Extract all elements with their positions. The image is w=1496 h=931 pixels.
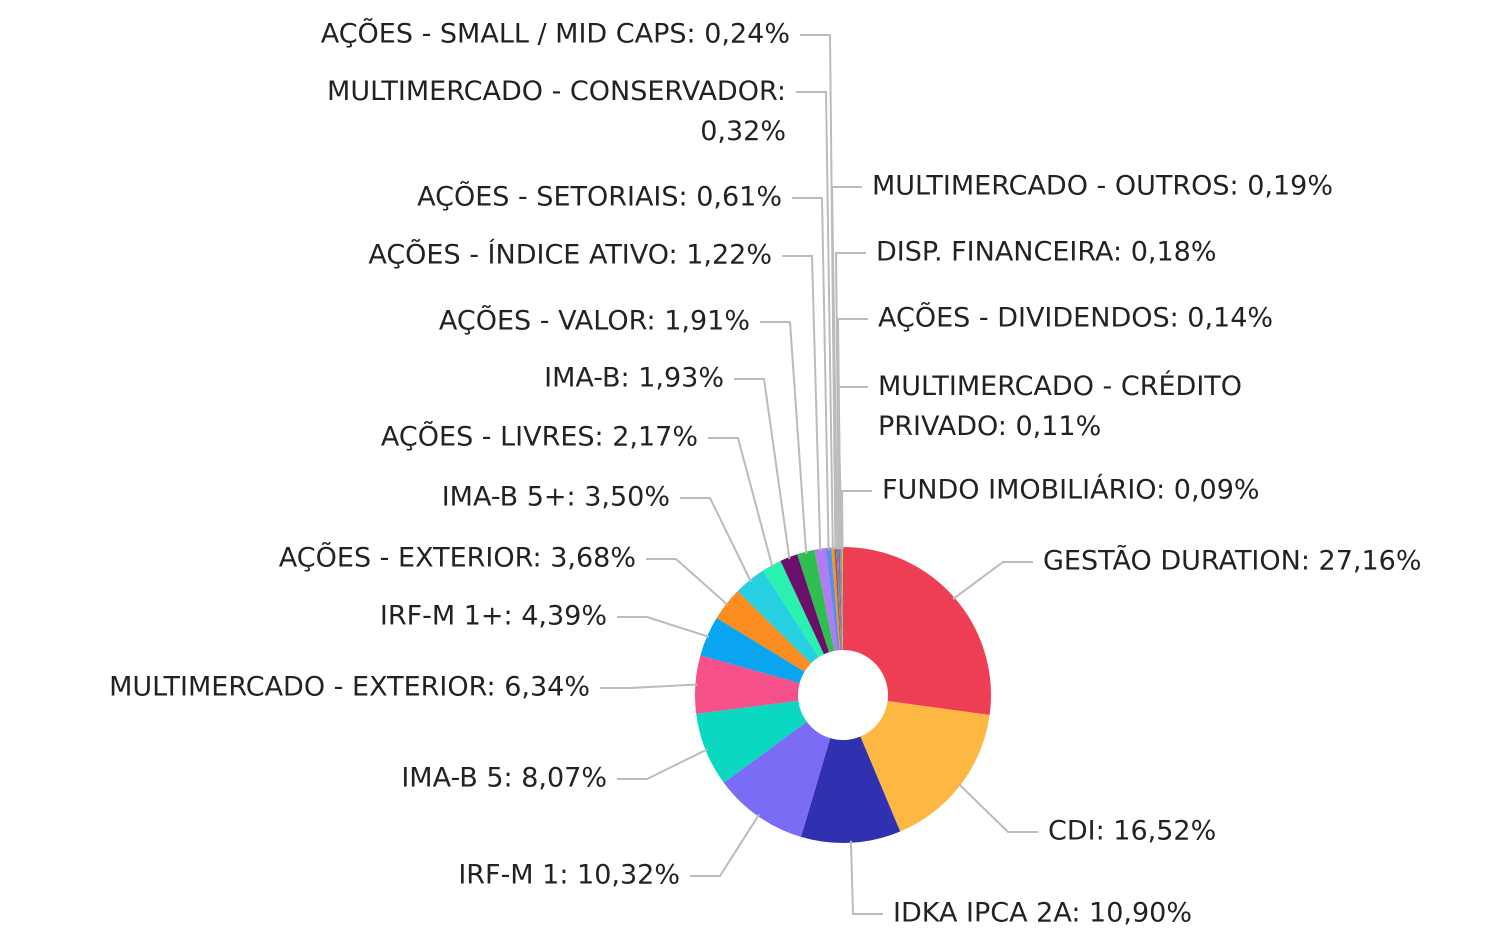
slice — [780, 554, 830, 655]
data-label: IRF-M 1+: 4,39% — [380, 601, 607, 632]
slice — [695, 655, 800, 714]
data-label: MULTIMERCADO - OUTROS: 0,19% — [872, 171, 1333, 202]
data-label: IMA-B: 1,93% — [544, 363, 724, 394]
leader-line — [782, 255, 822, 551]
leader-line — [849, 840, 883, 915]
slice — [841, 547, 843, 651]
slice — [839, 547, 843, 651]
slice — [836, 547, 842, 651]
leader-line — [646, 558, 729, 606]
leader-line — [600, 683, 698, 689]
leader-line — [836, 386, 868, 550]
leader-line — [952, 561, 1033, 600]
leader-line — [834, 252, 866, 550]
slice — [696, 700, 807, 783]
slice — [737, 570, 819, 664]
data-label: IRF-M 1: 10,32% — [458, 860, 680, 891]
slice — [716, 591, 811, 672]
leader-line — [690, 813, 760, 877]
slice — [797, 549, 835, 653]
label-line: MULTIMERCADO - CONSERVADOR: — [327, 76, 786, 107]
data-label: IMA-B 5: 8,07% — [401, 763, 607, 794]
data-label: AÇÕES - SETORIAIS: 0,61% — [417, 181, 782, 213]
leader-line — [830, 186, 862, 550]
data-label: AÇÕES - DIVIDENDOS: 0,14% — [878, 302, 1273, 334]
slice — [762, 560, 824, 658]
leader-line — [734, 378, 791, 560]
leader-line — [708, 437, 774, 568]
slice — [723, 721, 831, 837]
data-label: AÇÕES - LIVRES: 2,17% — [381, 421, 698, 453]
slice — [700, 618, 805, 683]
label-line: 0,32% — [700, 116, 786, 147]
slice — [814, 548, 838, 651]
leader-line — [617, 748, 708, 780]
data-label: CDI: 16,52% — [1048, 816, 1216, 847]
leader-line — [792, 197, 830, 550]
slice — [838, 547, 843, 651]
data-label: GESTÃO DURATION: 27,16% — [1043, 545, 1421, 577]
leader-line — [617, 616, 710, 638]
leader-line — [760, 321, 808, 554]
slice — [843, 547, 991, 716]
data-label: AÇÕES - SMALL / MID CAPS: 0,24% — [321, 18, 790, 50]
leader-line — [680, 497, 752, 583]
slice — [860, 701, 990, 832]
data-label: AÇÕES - VALOR: 1,91% — [439, 305, 750, 337]
slice — [834, 547, 841, 651]
slice — [842, 547, 843, 651]
label-line: MULTIMERCADO - CRÉDITO — [878, 370, 1242, 402]
leader-line — [958, 783, 1038, 833]
data-label: MULTIMERCADO - EXTERIOR: 6,34% — [109, 672, 590, 703]
slice — [825, 547, 840, 651]
leader-line — [796, 91, 834, 550]
data-label: AÇÕES - ÍNDICE ATIVO: 1,22% — [368, 239, 772, 271]
data-label: AÇÕES - EXTERIOR: 3,68% — [279, 542, 636, 574]
label-line: PRIVADO: 0,11% — [878, 411, 1101, 442]
leader-line — [840, 490, 872, 550]
data-label: MULTIMERCADO - CONSERVADOR: 0,32% — [327, 76, 786, 147]
data-label: IDKA IPCA 2A: 10,90% — [893, 898, 1192, 929]
leader-line — [800, 34, 837, 550]
slice — [831, 547, 841, 651]
data-label: IMA-B 5+: 3,50% — [442, 482, 670, 513]
data-label: MULTIMERCADO - CRÉDITO PRIVADO: 0,11% — [878, 370, 1242, 442]
data-label: DISP. FINANCEIRA: 0,18% — [876, 237, 1216, 268]
data-label: FUNDO IMOBILIÁRIO: 0,09% — [882, 474, 1260, 506]
slice — [800, 736, 901, 844]
